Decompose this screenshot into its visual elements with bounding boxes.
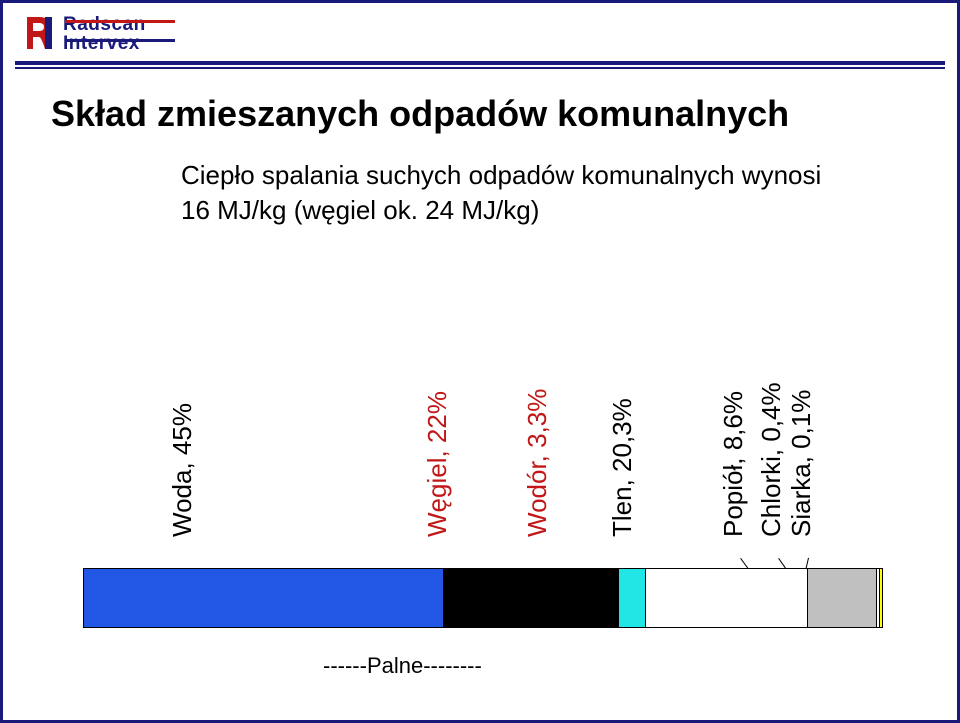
logo-underline-blue [65, 39, 175, 42]
rule-thin [15, 67, 945, 69]
label-siarka: Siarka, 0,1% [786, 390, 817, 537]
label-popiół: Popiół, 8,6% [718, 391, 749, 537]
rule-thick [15, 61, 945, 65]
label-tlen: Tlen, 20,3% [607, 398, 638, 537]
label-woda: Woda, 45% [167, 403, 198, 537]
bar-segment-tlen [646, 569, 808, 627]
label-chlorki: Chlorki, 0,4% [756, 382, 787, 537]
slide-page: Radscan Intervex Skład zmieszanych odpad… [0, 0, 960, 723]
logo-line2: Intervex [63, 34, 146, 53]
bar-segment-woda [84, 569, 444, 627]
palne-label: ------Palne-------- [323, 653, 482, 679]
subtitle-line1: Ciepło spalania suchych odpadów komunaln… [181, 160, 821, 190]
logo-mark [25, 15, 59, 51]
bar-segment-siarka [880, 569, 882, 627]
composition-bar-chart [83, 568, 883, 628]
page-title: Skład zmieszanych odpadów komunalnych [51, 93, 789, 135]
subtitle: Ciepło spalania suchych odpadów komunaln… [181, 158, 821, 228]
bar-segment-węgiel [444, 569, 620, 627]
bar-segment-popiół [808, 569, 877, 627]
label-węgiel: Węgiel, 22% [422, 391, 453, 537]
logo-underline-red [65, 20, 175, 23]
bar-segment-wodór [619, 569, 645, 627]
chart-labels: Woda, 45% Węgiel, 22% Wodór, 3,3% Tlen, 20,… [83, 293, 883, 563]
header-rules [15, 61, 945, 69]
subtitle-line2: 16 MJ/kg (węgiel ok. 24 MJ/kg) [181, 195, 539, 225]
label-wodór: Wodór, 3,3% [522, 389, 553, 537]
logo-line1: Radscan [63, 15, 146, 34]
